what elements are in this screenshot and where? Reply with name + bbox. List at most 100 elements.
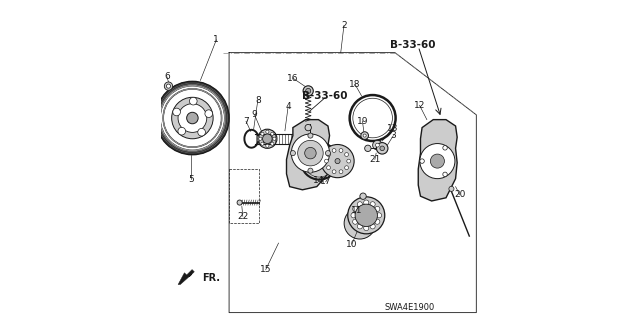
Circle shape: [187, 112, 198, 124]
Circle shape: [237, 200, 242, 205]
Circle shape: [308, 168, 313, 173]
Text: 18: 18: [349, 80, 361, 89]
Circle shape: [360, 193, 366, 199]
Circle shape: [164, 82, 173, 90]
Text: 2: 2: [341, 21, 347, 30]
Circle shape: [420, 159, 424, 163]
Circle shape: [308, 133, 313, 138]
Circle shape: [305, 124, 312, 131]
Circle shape: [325, 151, 330, 156]
Circle shape: [266, 130, 269, 133]
Text: 10: 10: [346, 240, 358, 249]
Text: 1: 1: [214, 35, 219, 44]
Circle shape: [339, 170, 343, 174]
Circle shape: [305, 147, 316, 159]
Text: 7: 7: [243, 117, 249, 126]
Circle shape: [173, 108, 180, 116]
Circle shape: [345, 166, 349, 170]
Circle shape: [189, 97, 197, 105]
Text: 11: 11: [351, 206, 362, 215]
Polygon shape: [419, 120, 457, 201]
Circle shape: [370, 202, 375, 207]
Polygon shape: [287, 120, 330, 190]
Circle shape: [364, 226, 369, 231]
Circle shape: [345, 152, 349, 156]
Circle shape: [372, 140, 382, 150]
Circle shape: [449, 186, 454, 191]
Text: 19: 19: [356, 117, 368, 126]
Text: 13: 13: [387, 124, 399, 133]
Circle shape: [375, 206, 380, 211]
Text: SWA4E1900: SWA4E1900: [384, 303, 435, 312]
Circle shape: [326, 166, 330, 170]
Circle shape: [348, 197, 385, 234]
Circle shape: [166, 84, 170, 88]
Circle shape: [351, 213, 356, 218]
Circle shape: [376, 143, 388, 154]
Circle shape: [303, 86, 314, 96]
Polygon shape: [178, 270, 195, 285]
Circle shape: [271, 132, 274, 135]
Circle shape: [357, 224, 362, 229]
Text: 8: 8: [255, 96, 260, 105]
Circle shape: [420, 144, 455, 179]
Circle shape: [357, 202, 362, 207]
Circle shape: [361, 132, 369, 139]
Text: 16: 16: [287, 74, 299, 83]
Circle shape: [273, 137, 276, 140]
Circle shape: [259, 137, 262, 140]
Circle shape: [198, 128, 205, 136]
Circle shape: [380, 146, 385, 151]
Text: 3: 3: [390, 131, 396, 140]
Text: FR.: FR.: [202, 272, 220, 283]
Circle shape: [364, 200, 369, 205]
Circle shape: [355, 204, 378, 226]
Circle shape: [353, 206, 358, 211]
Text: B-33-60: B-33-60: [390, 40, 435, 50]
Text: 12: 12: [414, 101, 425, 110]
Circle shape: [430, 154, 444, 168]
Text: 22: 22: [237, 212, 248, 221]
Circle shape: [266, 144, 269, 147]
Circle shape: [306, 88, 311, 93]
Circle shape: [443, 145, 447, 150]
Circle shape: [258, 129, 277, 148]
Circle shape: [172, 97, 213, 139]
Circle shape: [443, 172, 447, 177]
Circle shape: [332, 170, 336, 174]
Circle shape: [261, 142, 264, 145]
Circle shape: [376, 213, 381, 218]
Text: B-33-60: B-33-60: [302, 91, 348, 101]
Circle shape: [326, 152, 330, 156]
Circle shape: [261, 132, 264, 135]
Circle shape: [324, 159, 328, 163]
Circle shape: [262, 134, 272, 144]
Text: 15: 15: [260, 265, 271, 274]
Text: 20: 20: [454, 190, 465, 199]
Circle shape: [271, 142, 274, 145]
Circle shape: [363, 134, 366, 137]
Circle shape: [347, 159, 351, 163]
Circle shape: [370, 224, 375, 229]
Circle shape: [344, 208, 376, 239]
Text: 5: 5: [188, 175, 194, 184]
Text: 6: 6: [164, 72, 170, 81]
Circle shape: [298, 140, 323, 166]
Circle shape: [353, 219, 358, 224]
Circle shape: [335, 159, 340, 164]
Circle shape: [376, 143, 380, 147]
Text: 4: 4: [285, 102, 291, 111]
Circle shape: [352, 216, 368, 231]
Circle shape: [205, 110, 212, 117]
Text: 17: 17: [320, 177, 332, 186]
Circle shape: [365, 145, 371, 152]
Circle shape: [332, 149, 336, 152]
Text: 21: 21: [369, 155, 381, 164]
Text: 9: 9: [252, 110, 257, 119]
Circle shape: [321, 145, 354, 178]
Circle shape: [178, 104, 207, 132]
Circle shape: [291, 151, 296, 156]
Circle shape: [291, 134, 330, 172]
Circle shape: [375, 219, 380, 224]
Text: 14: 14: [313, 176, 324, 185]
